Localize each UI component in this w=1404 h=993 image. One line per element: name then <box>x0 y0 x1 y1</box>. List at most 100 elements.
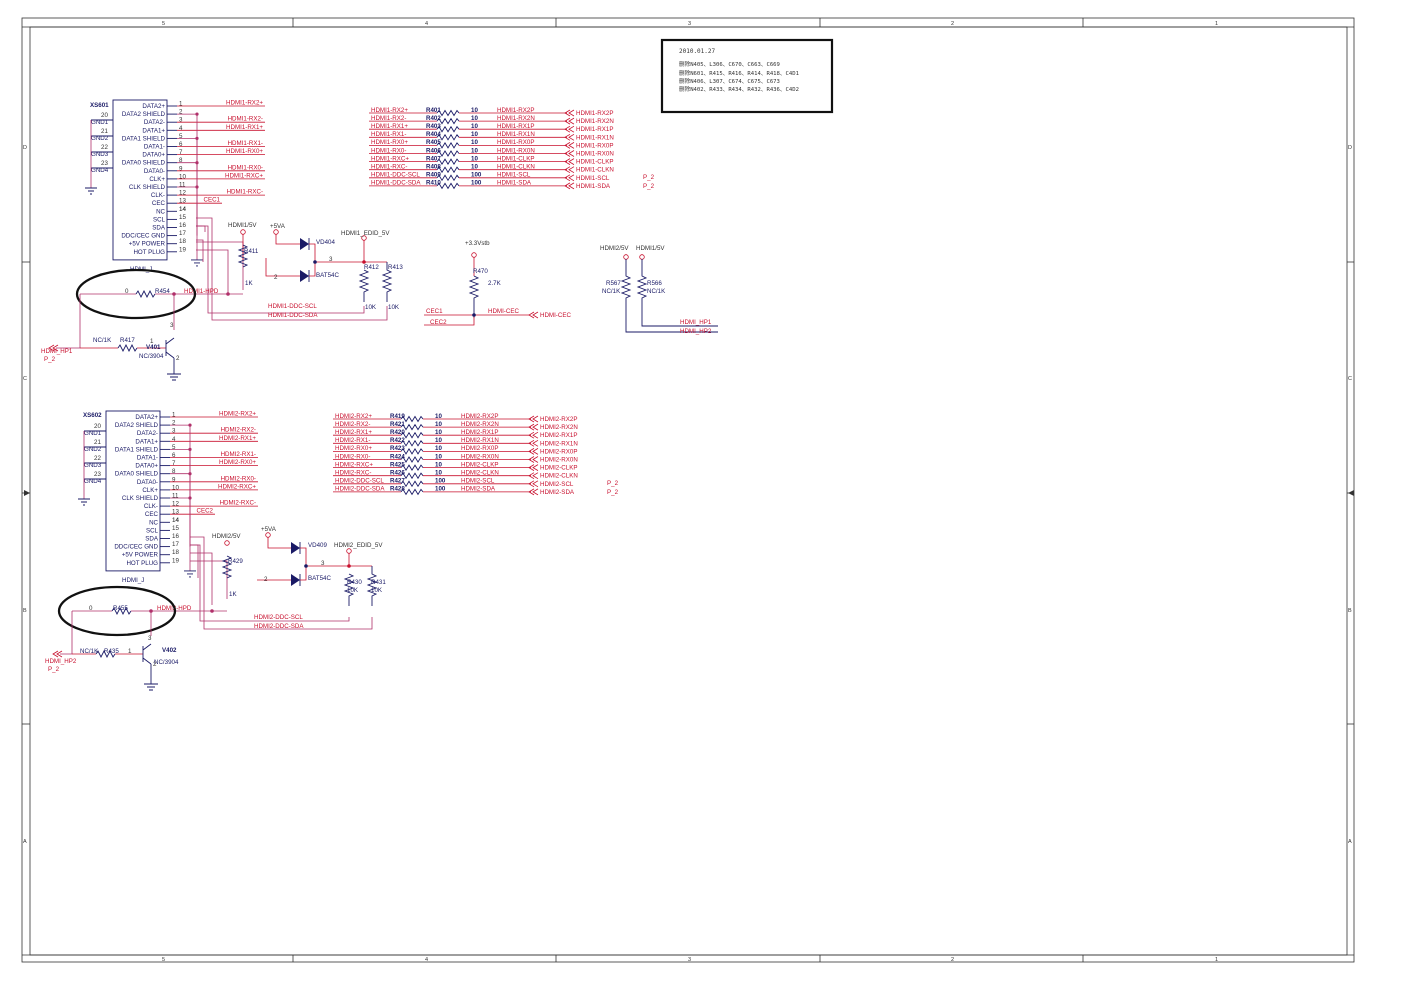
page-ref: P_2 <box>643 174 655 181</box>
net-label: HDMI2-SCL <box>461 478 495 485</box>
pin-name: DATA0+ <box>135 463 158 470</box>
ref-label: R429 <box>228 558 243 565</box>
net-label: HDMI1-RX2+ <box>226 100 263 107</box>
pin-num: 2 <box>179 109 183 116</box>
pin-name: CLK SHIELD <box>129 184 166 191</box>
pin-num: 22 <box>94 455 101 462</box>
ground-symbol <box>191 259 203 267</box>
pin-name: CLK- <box>151 192 165 199</box>
row-label-right: B <box>1348 608 1352 614</box>
pin-num: 10 <box>172 484 179 491</box>
port-label: HDMI1-RX1N <box>576 134 614 141</box>
pin-num: 6 <box>172 452 176 459</box>
pin-name: +5V POWER <box>129 241 166 248</box>
port-symbol <box>564 133 575 141</box>
note-line: 删除N601、R415、R416、R414、R418、C4D1 <box>679 69 799 77</box>
net-label: HDMI2-DDC-SDA <box>254 623 304 630</box>
net-label: HDMI2/5V <box>212 533 241 540</box>
port-symbol <box>564 174 575 182</box>
resistor-symbol <box>400 423 424 431</box>
resistor-ref: R421 <box>390 421 405 428</box>
gnd-pin-label: GND3 <box>84 462 102 469</box>
pin-name: NC <box>156 208 165 215</box>
pin-name: DATA1+ <box>135 438 158 445</box>
ref-label: R566 <box>647 280 662 287</box>
pin-name: DATA2- <box>137 430 158 437</box>
net-label: HDMI1-RX0- <box>228 164 263 171</box>
pin-num: 1 <box>128 648 132 655</box>
pin-name: CLK+ <box>142 487 158 494</box>
gnd-pin-label: GND4 <box>91 167 109 174</box>
port-label: HDMI2-RX1P <box>540 432 577 439</box>
pin-name: DATA2 SHIELD <box>122 111 166 118</box>
pin-num: 15 <box>179 214 186 221</box>
pin-num: 14 <box>179 206 186 213</box>
net-label: HDMI-CEC <box>488 308 519 315</box>
ref-label: R455 <box>113 605 128 612</box>
pin-name: SCL <box>153 216 166 223</box>
net-label: HDMI2-RX2P <box>461 413 498 420</box>
note-line: 删除N405、L306、C670、C663、C669 <box>679 60 780 68</box>
net-label: HDMI1-RX0N <box>497 147 535 154</box>
port-label: HDMI1-RX2N <box>576 118 614 125</box>
pin-name: DATA2+ <box>142 103 165 110</box>
net-label: HDMI2-RX1+ <box>335 429 372 436</box>
ref-label: R431 <box>371 579 386 586</box>
pin-num: 13 <box>172 509 179 516</box>
pin-num: 6 <box>179 141 183 148</box>
pin-name: CLK+ <box>149 176 165 183</box>
resistor-symbol <box>400 488 424 496</box>
port-label: HDMI1-RX0P <box>576 142 613 149</box>
col-label-bottom: 5 <box>162 957 165 963</box>
value-label: 1K <box>229 591 237 598</box>
row-label-right: D <box>1348 145 1352 151</box>
pin-name: HOT PLUG <box>126 560 158 567</box>
connector-body <box>105 410 161 572</box>
frame-labels: 5 4 3 2 1 5 4 3 2 1 D C B A D C B A <box>23 21 1352 963</box>
ref-label: R417 <box>120 337 135 344</box>
net-label: CEC1 <box>203 197 220 204</box>
net-label: +3.3Vstb <box>465 240 490 247</box>
net-label: HDMI1-DDC-SCL <box>371 172 420 179</box>
value-label: 10K <box>347 587 359 594</box>
ref-label: R413 <box>388 264 403 271</box>
value-label: 1K <box>245 280 253 287</box>
pin-num: 3 <box>170 322 174 329</box>
ref-label: R412 <box>364 264 379 271</box>
port-symbol <box>564 142 575 149</box>
resistor-value: 10 <box>471 155 478 162</box>
resistor-ref: R425 <box>390 461 405 468</box>
pin-name: SCL <box>146 527 159 534</box>
pin-name: SDA <box>145 536 159 543</box>
pin-num: 23 <box>101 160 108 167</box>
row-label-right: C <box>1348 376 1352 382</box>
net-label: HDMI1-RXC+ <box>371 155 409 162</box>
pin-name: +5V POWER <box>122 552 159 559</box>
port-symbol <box>564 125 575 133</box>
pin-name: CEC <box>145 511 159 518</box>
series-resistor-array-2: HDMI2-RX2+ R419 10 HDMI2-RX2P HDMI2-RX2PHDMI… <box>333 413 578 496</box>
resistor-symbol <box>400 472 424 480</box>
net-label: HDMI1-DDC-SDA <box>371 180 421 187</box>
resistor-symbol <box>436 125 460 133</box>
junction-dot <box>188 472 192 476</box>
col-label-bottom: 4 <box>425 957 428 963</box>
value-label: NC/1K <box>93 337 112 344</box>
port-symbol <box>528 439 539 447</box>
net-label: HDMI1-RX1+ <box>371 123 408 130</box>
pin-num: 9 <box>179 165 183 172</box>
port-label: HDMI2-CLKN <box>540 473 578 480</box>
port-symbol <box>564 109 575 117</box>
resistor-symbol <box>436 109 460 117</box>
page-ref: P_2 <box>607 489 619 496</box>
pin-num: 8 <box>172 468 176 475</box>
pin-num: 21 <box>101 128 108 135</box>
net-label: HDMI1-RX2- <box>228 116 263 123</box>
pin-num: 20 <box>101 112 108 119</box>
resistor-symbol <box>436 150 460 157</box>
resistor-ref: R424 <box>390 453 405 460</box>
gnd-pin-label: GND2 <box>84 446 102 453</box>
col-label-top: 5 <box>162 21 165 27</box>
net-label: HDMI1-RX0+ <box>226 148 263 155</box>
resistor-ref: R409 <box>426 172 441 179</box>
